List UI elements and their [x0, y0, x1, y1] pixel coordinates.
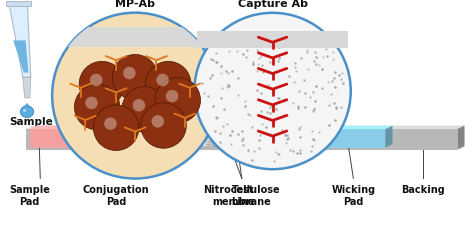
- Ellipse shape: [23, 110, 27, 112]
- Polygon shape: [385, 126, 392, 148]
- Ellipse shape: [141, 103, 186, 149]
- Ellipse shape: [52, 14, 218, 179]
- Polygon shape: [89, 125, 154, 128]
- FancyBboxPatch shape: [197, 32, 348, 49]
- Text: Conjugation
Pad: Conjugation Pad: [83, 184, 149, 206]
- Text: Nitrocellulose
membrane: Nitrocellulose membrane: [203, 184, 280, 206]
- Text: Wicking
Pad: Wicking Pad: [331, 184, 375, 206]
- Text: Capture Ab: Capture Ab: [237, 0, 308, 9]
- Polygon shape: [79, 126, 91, 148]
- Ellipse shape: [112, 55, 158, 101]
- Ellipse shape: [146, 62, 191, 107]
- Text: MP-Ab: MP-Ab: [115, 0, 155, 9]
- Polygon shape: [145, 126, 320, 129]
- Text: Test
Line: Test Line: [231, 184, 255, 206]
- Polygon shape: [30, 126, 91, 129]
- Ellipse shape: [152, 116, 164, 128]
- Ellipse shape: [85, 97, 98, 110]
- Text: Sample
Pad: Sample Pad: [9, 184, 50, 206]
- Polygon shape: [89, 128, 147, 148]
- Ellipse shape: [194, 14, 351, 169]
- Polygon shape: [457, 126, 465, 150]
- Polygon shape: [6, 2, 31, 7]
- Polygon shape: [13, 41, 28, 73]
- Ellipse shape: [155, 78, 201, 123]
- Polygon shape: [26, 126, 465, 129]
- Ellipse shape: [20, 106, 34, 118]
- Polygon shape: [145, 129, 313, 147]
- Polygon shape: [9, 7, 31, 78]
- Polygon shape: [147, 125, 154, 148]
- Ellipse shape: [123, 68, 136, 80]
- Ellipse shape: [93, 106, 139, 151]
- Ellipse shape: [156, 74, 169, 87]
- Ellipse shape: [104, 118, 117, 130]
- Polygon shape: [312, 126, 328, 148]
- Polygon shape: [89, 128, 99, 148]
- Polygon shape: [312, 130, 385, 148]
- Ellipse shape: [133, 100, 145, 112]
- Polygon shape: [23, 78, 31, 98]
- Polygon shape: [24, 104, 30, 106]
- Ellipse shape: [122, 87, 167, 133]
- Polygon shape: [320, 126, 392, 130]
- Text: Backing: Backing: [401, 184, 445, 194]
- Ellipse shape: [166, 90, 178, 103]
- Ellipse shape: [79, 62, 125, 107]
- Polygon shape: [313, 126, 320, 147]
- FancyBboxPatch shape: [55, 28, 216, 48]
- Polygon shape: [26, 129, 457, 150]
- Ellipse shape: [90, 74, 102, 87]
- Text: Sample: Sample: [9, 116, 53, 126]
- Ellipse shape: [74, 85, 120, 130]
- Polygon shape: [30, 129, 84, 148]
